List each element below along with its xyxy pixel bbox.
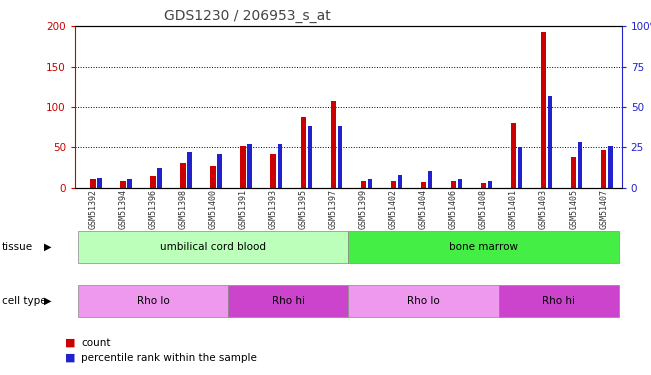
Bar (428, 171, 432, 188)
Bar (128, 180, 132, 188)
Text: Rho hi: Rho hi (271, 296, 305, 306)
Bar (90, 180, 96, 188)
Bar (180, 164, 186, 188)
Bar (608, 146, 613, 188)
Text: tissue: tissue (2, 242, 33, 252)
Bar (481, 183, 486, 188)
Bar (210, 166, 215, 188)
Bar (247, 144, 252, 188)
Bar (361, 181, 366, 188)
Text: count: count (81, 338, 111, 348)
Text: cell type: cell type (2, 296, 47, 306)
Bar (97, 178, 102, 188)
Bar (277, 144, 282, 188)
Bar (421, 182, 426, 188)
Text: Rho lo: Rho lo (137, 296, 169, 306)
Bar (450, 181, 456, 188)
Text: Rho lo: Rho lo (407, 296, 440, 306)
Bar (240, 146, 246, 188)
Bar (338, 126, 342, 188)
Bar (541, 32, 546, 188)
Text: bone marrow: bone marrow (449, 242, 518, 252)
Bar (488, 181, 492, 188)
Bar (301, 117, 306, 188)
Text: ▶: ▶ (44, 296, 52, 306)
Bar (150, 176, 156, 188)
Bar (571, 157, 576, 188)
Text: ■: ■ (65, 338, 76, 348)
Bar (187, 152, 192, 188)
Bar (368, 180, 372, 188)
Bar (391, 181, 396, 188)
Bar (578, 142, 583, 188)
Text: umbilical cord blood: umbilical cord blood (160, 242, 266, 252)
Bar (120, 181, 126, 188)
Text: GDS1230 / 206953_s_at: GDS1230 / 206953_s_at (164, 9, 331, 23)
Bar (331, 101, 336, 188)
Bar (398, 175, 402, 188)
Bar (458, 180, 462, 188)
Bar (158, 168, 162, 188)
Bar (307, 126, 312, 188)
Bar (548, 96, 553, 188)
Bar (217, 154, 222, 188)
Text: ■: ■ (65, 353, 76, 363)
Bar (270, 154, 276, 188)
Bar (601, 150, 606, 188)
Bar (511, 123, 516, 188)
Text: ▶: ▶ (44, 242, 52, 252)
Bar (518, 147, 522, 188)
Text: percentile rank within the sample: percentile rank within the sample (81, 353, 257, 363)
Text: Rho hi: Rho hi (542, 296, 575, 306)
